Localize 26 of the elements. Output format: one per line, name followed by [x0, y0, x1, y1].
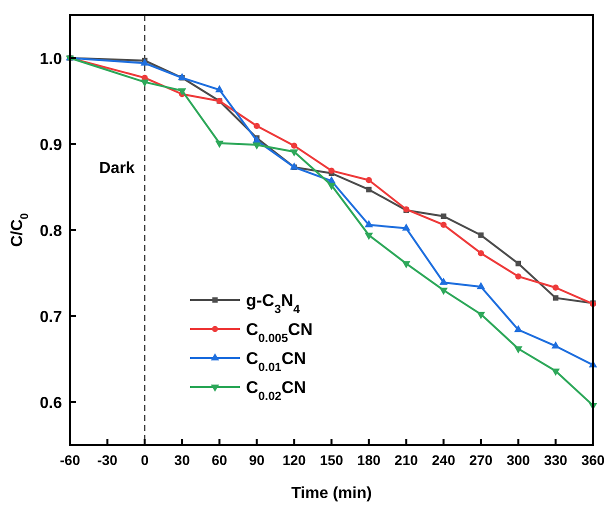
ref-line-label: Dark: [99, 160, 135, 177]
y-tick-label: 0.9: [40, 137, 62, 154]
x-axis-title: Time (min): [291, 485, 372, 502]
x-tick-label: 330: [544, 452, 568, 468]
x-tick-label: 60: [212, 452, 228, 468]
x-tick-label: 360: [581, 452, 605, 468]
x-tick-label: -30: [97, 452, 118, 468]
x-tick-label: 30: [174, 452, 190, 468]
x-tick-label: 150: [320, 452, 344, 468]
x-tick-label: -60: [60, 452, 80, 468]
y-tick-label: 0.8: [40, 223, 62, 240]
y-tick-label: 1.0: [40, 51, 62, 68]
x-tick-label: 210: [394, 452, 418, 468]
legend-label: C$_{0.01}$CN: [246, 349, 306, 374]
x-tick-label: 300: [506, 452, 530, 468]
x-tick-label: 240: [432, 452, 456, 468]
x-tick-label: 120: [282, 452, 306, 468]
x-tick-label: 180: [357, 452, 381, 468]
legend-label: C$_{0.005}$CN: [246, 320, 313, 345]
x-tick-label: 270: [469, 452, 493, 468]
y-tick-label: 0.7: [40, 309, 62, 326]
x-tick-label: 90: [248, 452, 265, 468]
legend-label: g-C$_{3}$N$_{4}$: [246, 291, 300, 316]
legend-label: C$_{0.02}$CN: [246, 378, 306, 403]
x-tick-label: 0: [140, 452, 149, 468]
y-tick-label: 0.6: [40, 395, 62, 412]
